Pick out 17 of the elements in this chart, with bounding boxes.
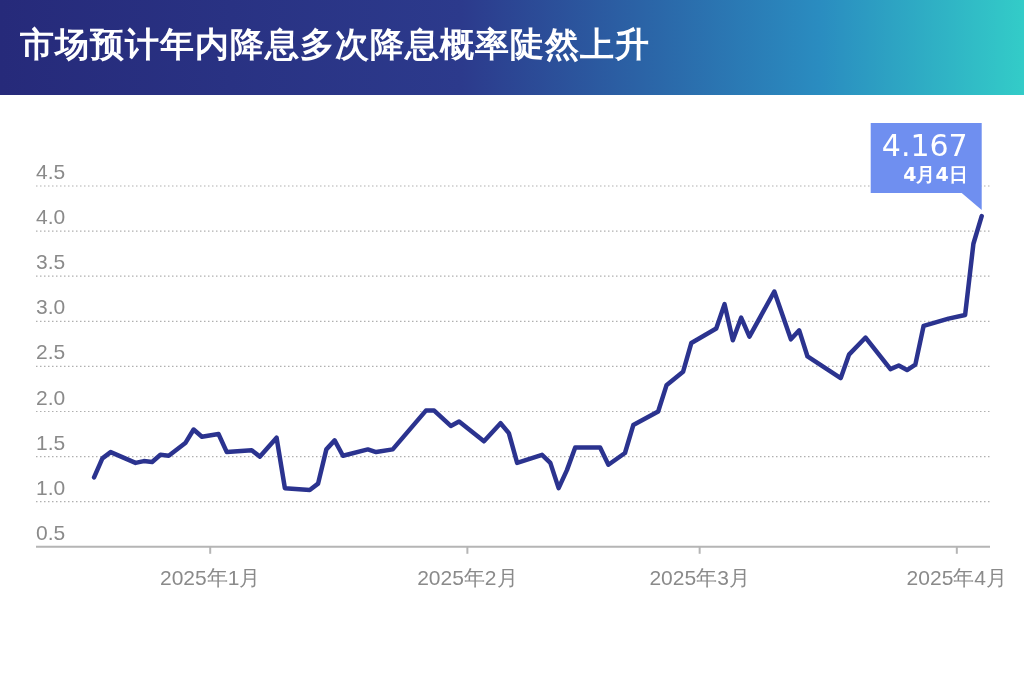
y-tick-label: 4.5 (36, 160, 66, 183)
y-tick-label: 3.0 (36, 295, 66, 319)
y-tick-label: 2.0 (36, 385, 66, 409)
x-tick-label: 2025年4月 (906, 565, 1008, 589)
annotation: 4.167 (881, 128, 968, 164)
title: 市场预计年内降息多次降息概率陡然上升 (20, 23, 650, 66)
y-tick-label: 2.5 (36, 340, 66, 364)
annotation: 4月4日 (903, 163, 968, 186)
x-tick-label: 2025年3月 (649, 565, 750, 589)
y-tick-label: 0.5 (36, 520, 66, 544)
y-tick-label: 4.0 (36, 205, 66, 229)
y-tick-label: 3.5 (36, 250, 66, 274)
y-tick-label: 1.5 (36, 430, 66, 454)
y-tick-label: 1.0 (36, 475, 66, 499)
x-tick-label: 2025年1月 (160, 565, 261, 589)
callout: 4.167 4月4日 (870, 123, 982, 211)
x-tick-label: 2025年2月 (417, 565, 518, 589)
